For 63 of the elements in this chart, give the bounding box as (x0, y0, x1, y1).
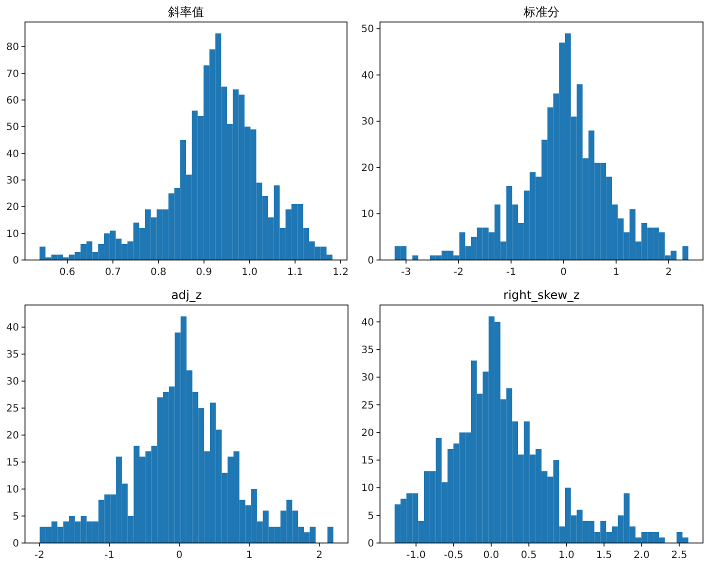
x-tick-label: 1.0 (558, 550, 574, 561)
y-tick-label: 40 (6, 322, 19, 334)
y-tick-label: 5 (368, 510, 374, 522)
y-tick-label: 20 (361, 428, 374, 439)
x-tick-label: 0.6 (59, 267, 76, 278)
y-tick-label: 25 (361, 400, 374, 412)
x-tick-label: -1 (104, 550, 114, 561)
x-tick-label: 1.0 (242, 267, 258, 278)
y-tick-label: 20 (6, 202, 19, 214)
x-tick-label: -3 (401, 267, 412, 278)
x-tick-label: 0 (560, 267, 567, 278)
y-tick-label: 15 (361, 456, 374, 467)
y-tick-label: 0 (368, 538, 374, 550)
y-tick-label: 30 (6, 176, 19, 186)
chart-title: 斜率值 (168, 5, 204, 19)
y-tick-label: 10 (361, 209, 374, 220)
y-tick-label: 40 (6, 148, 19, 160)
x-tick-label: 0 (176, 550, 183, 561)
x-tick-label: 2 (665, 267, 672, 278)
y-tick-label: 30 (361, 116, 374, 128)
x-tick-label: 1 (612, 267, 620, 278)
x-tick-label: 2 (316, 550, 322, 561)
y-tick-label: 30 (361, 372, 374, 384)
x-tick-label: 0.9 (196, 267, 212, 278)
chart-title: 标准分 (522, 5, 560, 19)
y-tick-label: 40 (361, 70, 374, 82)
x-tick-label: 1.1 (287, 267, 304, 278)
chart-title: adj_z (171, 288, 202, 302)
x-tick-label: 0.7 (104, 267, 121, 278)
y-tick-label: 0 (12, 256, 19, 266)
x-tick-label: -2 (34, 550, 44, 561)
y-tick-label: 5 (12, 512, 19, 523)
x-tick-label: 0.5 (520, 550, 537, 561)
y-tick-label: 20 (361, 162, 374, 174)
y-tick-label: 35 (361, 345, 374, 356)
x-tick-label: 2.0 (634, 550, 650, 561)
x-tick-label: 1 (246, 550, 253, 561)
y-tick-label: 80 (6, 42, 19, 54)
y-tick-label: 35 (6, 350, 19, 361)
x-tick-label: -2 (454, 267, 464, 278)
x-tick-label: 1.2 (332, 267, 349, 278)
y-tick-label: 0 (368, 256, 374, 266)
y-tick-label: 10 (6, 228, 19, 240)
x-tick-label: -1 (506, 267, 516, 278)
y-tick-label: 0 (12, 538, 19, 550)
y-tick-label: 40 (361, 317, 374, 328)
y-tick-label: 25 (6, 404, 19, 415)
y-tick-label: 50 (361, 24, 374, 36)
y-tick-label: 30 (6, 376, 19, 388)
y-tick-label: 10 (361, 483, 374, 494)
chart-title: right_skew_z (503, 288, 580, 302)
y-tick-label: 70 (6, 68, 19, 80)
x-tick-label: -0.5 (444, 550, 464, 561)
x-tick-label: 0.8 (150, 267, 166, 278)
y-tick-label: 50 (6, 122, 19, 134)
y-tick-label: 10 (6, 484, 19, 496)
x-tick-label: 2.5 (671, 550, 688, 561)
x-tick-label: 1.5 (596, 550, 612, 561)
x-tick-label: -1.0 (406, 550, 426, 561)
y-tick-label: 15 (6, 458, 19, 469)
y-tick-label: 60 (6, 96, 19, 106)
y-tick-label: 20 (6, 430, 19, 442)
x-tick-label: 0.0 (483, 550, 500, 561)
